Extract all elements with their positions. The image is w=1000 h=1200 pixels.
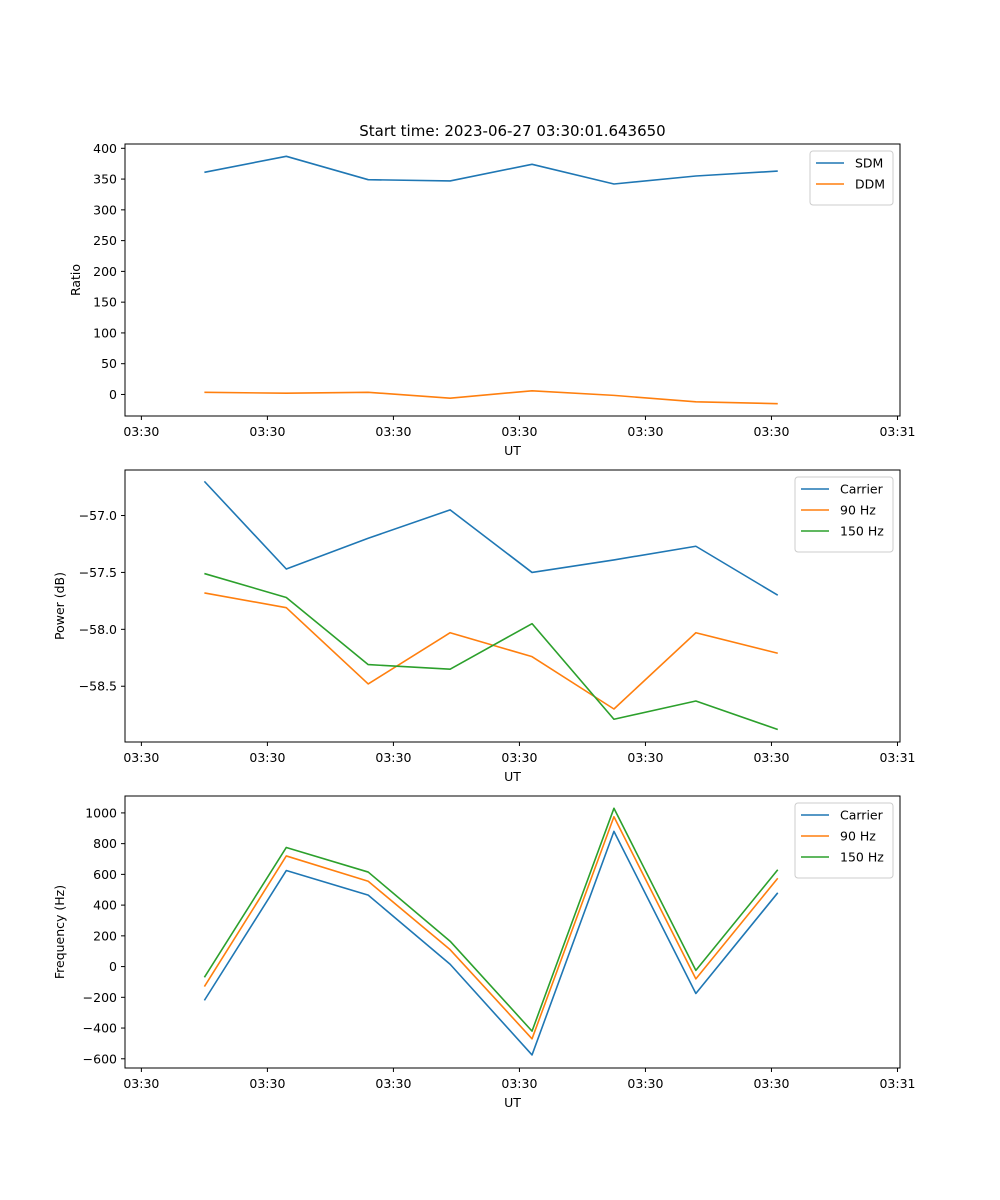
legend-entry: 90 Hz (840, 829, 876, 844)
series-line-2 (203, 815, 779, 1040)
x-axis-label: UT (504, 769, 521, 784)
y-tick-label: −57.0 (79, 508, 117, 523)
series-line-3 (203, 807, 779, 1032)
x-tick-label: 03:31 (879, 750, 915, 765)
x-tick-label: 03:30 (627, 750, 663, 765)
y-axis-label: Power (dB) (52, 572, 67, 640)
y-tick-label: 50 (101, 356, 117, 371)
subplot-2: 03:30 03:30 03:30 03:30 03:30 03:30 03:31 −57.0… (52, 469, 915, 784)
x-tick-label: 03:30 (753, 1076, 789, 1091)
y-tick-label: −58.5 (79, 679, 117, 694)
series-line-1 (203, 830, 779, 1056)
x-tick-label: 03:30 (501, 1076, 537, 1091)
legend: SDM DDM (809, 150, 894, 206)
y-axis-label: Frequency (Hz) (52, 885, 67, 979)
y-tick-label: −600 (83, 1051, 117, 1066)
legend-entry: Carrier (840, 808, 884, 823)
y-tick-label: −200 (83, 990, 117, 1005)
legend-box (794, 802, 894, 879)
axes-frame (124, 469, 901, 743)
axes-frame (124, 795, 901, 1069)
series-line-1 (203, 480, 779, 596)
y-tick-label: 350 (93, 172, 117, 187)
legend-box (794, 476, 894, 553)
x-tick-label: 03:30 (123, 424, 159, 439)
y-tick-label: 250 (93, 233, 117, 248)
series-line-2 (204, 592, 778, 710)
x-tick-label: 03:30 (753, 750, 789, 765)
series-group (203, 480, 779, 731)
x-tick-label: 03:30 (501, 424, 537, 439)
y-tick-label: 0 (109, 959, 117, 974)
x-axis-label: UT (504, 443, 521, 458)
y-tick-label: 300 (93, 202, 117, 217)
series-line-2 (204, 389, 778, 405)
legend-entry: 150 Hz (840, 524, 884, 539)
subplot-3: 03:30 03:30 03:30 03:30 03:30 03:30 03:31 −600 −… (52, 795, 915, 1110)
figure-title: Start time: 2023-06-27 03:30:01.643650 (359, 122, 665, 140)
y-tick-label: 400 (93, 898, 117, 913)
y-tick-label: −58.0 (79, 622, 117, 637)
x-tick-label: 03:30 (249, 424, 285, 439)
legend-entry: DDM (855, 177, 885, 192)
y-tick-label: 400 (93, 141, 117, 156)
x-tick-label: 03:30 (375, 424, 411, 439)
legend-entry: Carrier (840, 482, 884, 497)
series-group (203, 807, 779, 1056)
subplot-panels: 03:30 03:30 03:30 03:30 03:30 03:30 03:31 0 50 10… (52, 141, 915, 1110)
x-tick-label: 03:31 (879, 1076, 915, 1091)
y-tick-label: −400 (83, 1021, 117, 1036)
x-tick-label: 03:30 (375, 750, 411, 765)
legend: Carrier 90 Hz 150 Hz (794, 802, 894, 879)
y-tick-label: 600 (93, 867, 117, 882)
y-tick-label: 0 (109, 387, 117, 402)
y-tick-label: −57.5 (79, 565, 117, 580)
series-line-3 (204, 572, 779, 731)
subplot-1: 03:30 03:30 03:30 03:30 03:30 03:30 03:31 0 50 10… (68, 141, 915, 458)
axes-frame (124, 143, 901, 417)
y-tick-label: 800 (93, 836, 117, 851)
legend: Carrier 90 Hz 150 Hz (794, 476, 894, 553)
x-tick-label: 03:30 (627, 1076, 663, 1091)
x-tick-label: 03:30 (753, 424, 789, 439)
x-tick-label: 03:30 (375, 1076, 411, 1091)
x-tick-label: 03:30 (249, 750, 285, 765)
series-group (204, 155, 778, 405)
series-line-1 (204, 155, 778, 185)
x-tick-label: 03:30 (249, 1076, 285, 1091)
x-tick-label: 03:30 (501, 750, 537, 765)
x-axis-label: UT (504, 1095, 521, 1110)
legend-box (809, 150, 894, 206)
legend-entry: SDM (855, 156, 883, 171)
y-axis-label: Ratio (68, 264, 83, 296)
y-tick-label: 200 (93, 928, 117, 943)
x-tick-label: 03:30 (123, 1076, 159, 1091)
y-tick-label: 1000 (85, 805, 117, 820)
legend-entry: 90 Hz (840, 503, 876, 518)
x-tick-label: 03:31 (879, 424, 915, 439)
y-tick-label: 150 (93, 295, 117, 310)
y-tick-label: 100 (93, 325, 117, 340)
legend-entry: 150 Hz (840, 850, 884, 865)
x-tick-label: 03:30 (123, 750, 159, 765)
y-tick-label: 200 (93, 264, 117, 279)
x-tick-label: 03:30 (627, 424, 663, 439)
